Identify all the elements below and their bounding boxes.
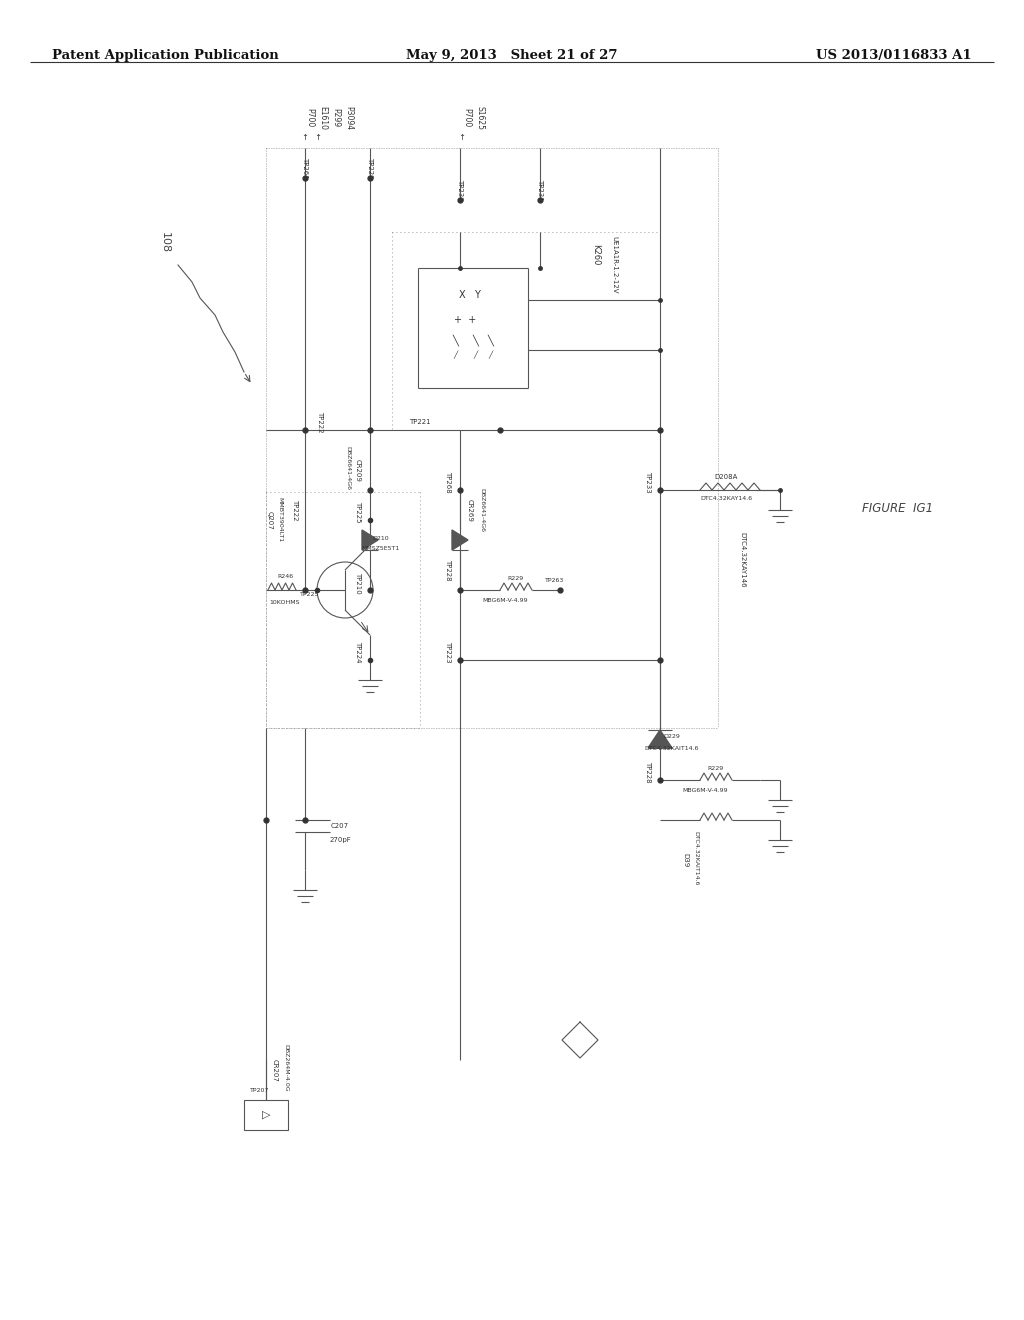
Text: ╱: ╱ (453, 351, 457, 359)
Text: DBZ6641-4G6: DBZ6641-4G6 (345, 446, 350, 490)
Text: TP230: TP230 (457, 180, 463, 201)
Text: P299: P299 (332, 108, 341, 128)
Text: K260: K260 (592, 244, 600, 265)
Text: D229: D229 (664, 734, 680, 738)
Text: TP228: TP228 (445, 560, 451, 581)
Text: CR269: CR269 (467, 499, 473, 521)
Text: 10KOHMS: 10KOHMS (269, 599, 300, 605)
Text: TP210: TP210 (355, 572, 361, 594)
Text: S1625: S1625 (475, 106, 484, 129)
Text: TP233: TP233 (645, 471, 651, 492)
Text: ╲: ╲ (472, 334, 478, 346)
Text: Patent Application Publication: Patent Application Publication (52, 49, 279, 62)
Text: D208A: D208A (715, 474, 737, 480)
Text: TP207: TP207 (250, 1088, 269, 1093)
Text: DBZ6641-4G6: DBZ6641-4G6 (479, 488, 484, 532)
Text: TP224: TP224 (355, 642, 361, 663)
Text: DBZ264M-4.0G: DBZ264M-4.0G (284, 1044, 289, 1092)
Text: MMSZ5E5T1: MMSZ5E5T1 (361, 545, 400, 550)
Text: UE1A1R-1.2-12V: UE1A1R-1.2-12V (611, 236, 617, 294)
Text: DTC4.32KAIT14.6: DTC4.32KAIT14.6 (645, 746, 699, 751)
Text: +  +: + + (454, 315, 476, 325)
Text: P3094: P3094 (344, 106, 353, 131)
Text: FIGURE  IG1: FIGURE IG1 (862, 502, 933, 515)
Text: 270pF: 270pF (329, 837, 351, 843)
Text: ╲: ╲ (452, 334, 458, 346)
Text: DTC4.32KAY146: DTC4.32KAY146 (739, 532, 745, 587)
Text: D210: D210 (373, 536, 389, 540)
Text: ↑: ↑ (314, 132, 322, 141)
Text: CR209: CR209 (355, 458, 361, 482)
Text: TP222: TP222 (317, 412, 323, 433)
Text: ▷: ▷ (262, 1110, 270, 1119)
Text: TP225: TP225 (355, 502, 361, 523)
Text: C207: C207 (331, 822, 349, 829)
Text: ↑: ↑ (301, 132, 308, 141)
Text: R229: R229 (507, 576, 523, 581)
Text: DTC4.32KAIT14.6: DTC4.32KAIT14.6 (693, 830, 698, 886)
Text: D39: D39 (682, 853, 688, 867)
Text: TP222: TP222 (292, 499, 298, 521)
Text: ╱: ╱ (487, 351, 493, 359)
Text: X   Y: X Y (459, 290, 481, 300)
Polygon shape (362, 531, 378, 550)
Text: MBG6M-V-4.99: MBG6M-V-4.99 (682, 788, 728, 792)
Text: TP231: TP231 (537, 180, 543, 201)
Text: R246: R246 (276, 573, 293, 578)
Text: May 9, 2013   Sheet 21 of 27: May 9, 2013 Sheet 21 of 27 (407, 49, 617, 62)
Text: ╲: ╲ (487, 334, 493, 346)
Text: TP225: TP225 (300, 593, 319, 598)
Text: E1610: E1610 (318, 106, 328, 129)
Text: 108: 108 (160, 232, 170, 253)
Text: MBG6M-V-4.99: MBG6M-V-4.99 (482, 598, 527, 602)
Bar (244, 1100, 288, 1130)
Text: US 2013/0116833 A1: US 2013/0116833 A1 (816, 49, 972, 62)
Text: TP263: TP263 (546, 578, 564, 582)
Text: Q207: Q207 (267, 511, 273, 529)
Text: P700: P700 (305, 108, 314, 128)
Text: TP223: TP223 (445, 642, 451, 663)
Text: TP229: TP229 (367, 157, 373, 178)
Text: TP268: TP268 (445, 471, 451, 492)
Text: TP261: TP261 (302, 157, 308, 180)
Polygon shape (452, 531, 468, 550)
Text: ╱: ╱ (473, 351, 477, 359)
Text: MMBT3904LT1: MMBT3904LT1 (278, 498, 283, 543)
Text: P700: P700 (463, 108, 471, 128)
Text: ↑: ↑ (459, 132, 466, 141)
Text: TP221: TP221 (410, 418, 431, 425)
Polygon shape (648, 730, 672, 748)
Text: DTC4.32KAY14.6: DTC4.32KAY14.6 (700, 496, 752, 502)
Text: TP228: TP228 (645, 762, 651, 783)
Text: CR207: CR207 (272, 1059, 278, 1081)
Text: R229: R229 (707, 766, 723, 771)
